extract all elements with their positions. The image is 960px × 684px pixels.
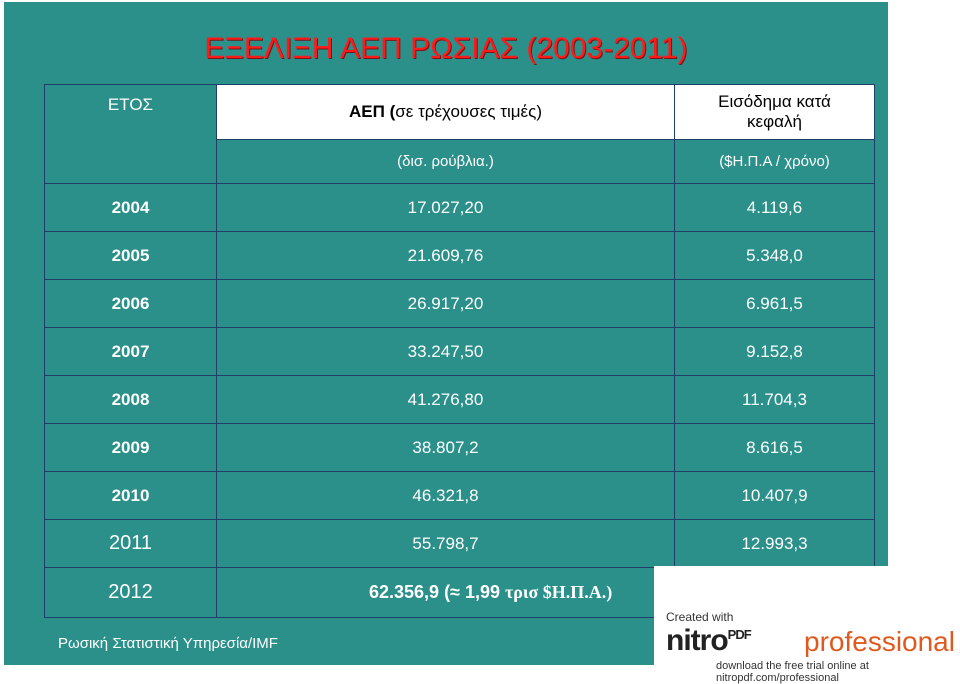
table-row: 2011 55.798,7 12.993,3 bbox=[44, 519, 875, 568]
income-header-line2: κεφαλή bbox=[747, 112, 802, 131]
slide-title: ΕΞΕΛΙΞΗ ΑΕΠ ΡΩΣΙΑΣ (2003-2011) bbox=[204, 32, 688, 65]
income-unit: ($Η.Π.Α / χρόνο) bbox=[674, 139, 875, 184]
gdp-cell: 46.321,8 bbox=[216, 471, 675, 520]
income-cell: 8.616,5 bbox=[674, 423, 875, 472]
watermark-created: Created with bbox=[666, 610, 734, 624]
source-footer: Ρωσική Στατιστική Υπηρεσία/IMF bbox=[58, 635, 278, 652]
gdp-cell: 21.609,76 bbox=[216, 231, 675, 280]
year-cell: 2011 bbox=[44, 519, 217, 568]
table-row: 2005 21.609,76 5.348,0 bbox=[44, 231, 875, 280]
combined-value-part2: τρισ $Η.Π.Α.) bbox=[504, 582, 613, 602]
table-row: 2008 41.276,80 11.704,3 bbox=[44, 375, 875, 424]
gdp-header-bold: ΑΕΠ ( bbox=[349, 102, 396, 121]
gdp-cell: 41.276,80 bbox=[216, 375, 675, 424]
income-cell: 5.348,0 bbox=[674, 231, 875, 280]
year-cell: 2012 bbox=[44, 567, 217, 618]
nitro-watermark: Created with nitroPDF professional downl… bbox=[654, 566, 960, 684]
year-cell: 2006 bbox=[44, 279, 217, 328]
gdp-cell: 33.247,50 bbox=[216, 327, 675, 376]
table-row: 2010 46.321,8 10.407,9 bbox=[44, 471, 875, 520]
gdp-unit: (δισ. ρούβλια.) bbox=[216, 139, 675, 184]
income-cell: 6.961,5 bbox=[674, 279, 875, 328]
income-cell: 10.407,9 bbox=[674, 471, 875, 520]
slide: ΕΞΕΛΙΞΗ ΑΕΠ ΡΩΣΙΑΣ (2003-2011) ΕΤΟΣ ΑΕΠ … bbox=[4, 2, 888, 665]
year-header: ΕΤΟΣ bbox=[44, 84, 217, 184]
watermark-brand-sup: PDF bbox=[727, 627, 752, 642]
table-row: 2007 33.247,50 9.152,8 bbox=[44, 327, 875, 376]
gdp-table: ΕΤΟΣ ΑΕΠ (σε τρέχουσες τιμές) Εισόδημα κ… bbox=[44, 84, 875, 618]
year-cell: 2008 bbox=[44, 375, 217, 424]
table-row: 2006 26.917,20 6.961,5 bbox=[44, 279, 875, 328]
income-cell: 12.993,3 bbox=[674, 519, 875, 568]
combined-value-part1: 62.356,9 (≈ 1,99 bbox=[369, 582, 505, 602]
income-cell: 9.152,8 bbox=[674, 327, 875, 376]
year-cell: 2009 bbox=[44, 423, 217, 472]
table-row: 2004 17.027,20 4.119,6 bbox=[44, 183, 875, 232]
table-header-row: ΕΤΟΣ ΑΕΠ (σε τρέχουσες τιμές) Εισόδημα κ… bbox=[44, 84, 875, 184]
table-unit-row: (δισ. ρούβλια.) ($Η.Π.Α / χρόνο) bbox=[45, 139, 875, 184]
gdp-cell: 55.798,7 bbox=[216, 519, 675, 568]
gdp-cell: 26.917,20 bbox=[216, 279, 675, 328]
gdp-cell: 17.027,20 bbox=[216, 183, 675, 232]
gdp-header-rest: σε τρέχουσες τιμές) bbox=[395, 102, 542, 121]
income-cell: 11.704,3 bbox=[674, 375, 875, 424]
gdp-header: ΑΕΠ (σε τρέχουσες τιμές) bbox=[216, 84, 675, 140]
gdp-cell: 38.807,2 bbox=[216, 423, 675, 472]
watermark-brand-name: nitro bbox=[666, 624, 729, 657]
income-header: Εισόδημα κατά κεφαλή bbox=[674, 84, 875, 140]
income-header-line1: Εισόδημα κατά bbox=[718, 92, 831, 111]
year-cell: 2010 bbox=[44, 471, 217, 520]
year-cell: 2005 bbox=[44, 231, 217, 280]
watermark-professional: professional bbox=[804, 626, 955, 657]
watermark-brand: nitroPDF bbox=[666, 624, 752, 658]
table-row: 2009 38.807,2 8.616,5 bbox=[44, 423, 875, 472]
year-cell: 2007 bbox=[44, 327, 217, 376]
watermark-download: download the free trial online at nitrop… bbox=[716, 660, 869, 684]
year-cell: 2004 bbox=[44, 183, 217, 232]
income-cell: 4.119,6 bbox=[674, 183, 875, 232]
